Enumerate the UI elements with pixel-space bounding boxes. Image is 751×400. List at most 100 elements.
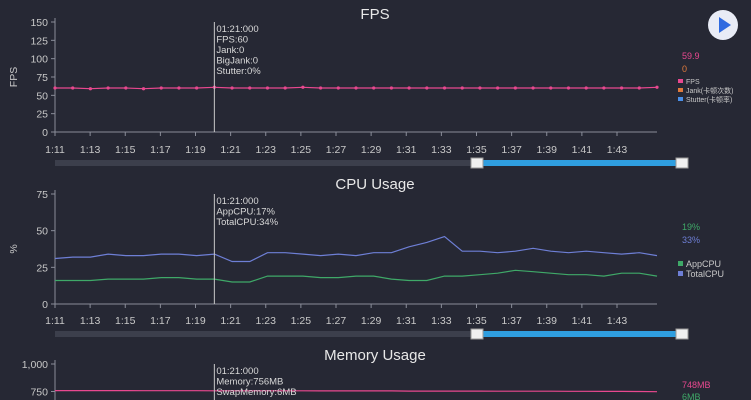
fps-point	[318, 86, 323, 90]
current-value-totalcpu: 33%	[682, 235, 700, 245]
time-slider-track	[55, 160, 672, 166]
fps-point	[566, 86, 571, 90]
fps-point	[248, 86, 252, 90]
play-icon	[719, 17, 731, 33]
x-tick-label: 1:43	[607, 144, 628, 156]
x-tick-label: 1:27	[326, 144, 347, 156]
x-tick-label: 1:17	[150, 144, 171, 156]
fps-point	[53, 86, 57, 90]
chart-title: CPU Usage	[335, 176, 414, 193]
time-slider-track	[55, 331, 672, 337]
fps-point	[478, 86, 482, 90]
tooltip-line: SwapMemory:6MB	[216, 387, 296, 398]
tooltip-line: FPS:60	[216, 35, 248, 46]
x-tick-label: 1:31	[396, 144, 417, 156]
x-tick-label: 1:27	[326, 315, 347, 327]
x-tick-label: 1:37	[501, 315, 522, 327]
fps-point	[195, 86, 199, 90]
tooltip-line: AppCPU:17%	[216, 207, 275, 218]
legend-swatch	[678, 79, 683, 83]
x-tick-label: 1:19	[185, 144, 206, 156]
fps-point	[619, 86, 624, 90]
y-tick-label: 25	[36, 262, 48, 274]
x-tick-label: 1:41	[572, 315, 593, 327]
fps-point	[301, 85, 305, 89]
time-slider-range	[478, 331, 683, 337]
tooltip-line: Memory:756MB	[216, 377, 283, 388]
legend-swatch	[678, 97, 683, 101]
x-tick-label: 1:17	[150, 315, 171, 327]
fps-point	[442, 86, 447, 90]
y-tick-label: 125	[30, 35, 48, 47]
fps-point	[106, 86, 110, 90]
legend-swatch	[678, 271, 683, 276]
tooltip-line: 01:21:000	[216, 366, 258, 377]
x-tick-label: 1:43	[607, 315, 628, 327]
fps-point	[177, 86, 181, 90]
tooltip-line: BigJank:0	[216, 56, 258, 67]
y-axis-label: %	[8, 244, 20, 253]
x-tick-label: 1:19	[185, 315, 206, 327]
current-value-jank: 0	[682, 64, 687, 74]
tooltip-line: 01:21:000	[216, 196, 258, 207]
time-slider-handle-left[interactable]	[470, 328, 484, 340]
fps-point	[71, 86, 75, 90]
tooltip-line: Jank:0	[216, 45, 244, 56]
tooltip-line: TotalCPU:34%	[216, 217, 278, 228]
x-tick-label: 1:25	[291, 315, 312, 327]
fps-point	[655, 85, 659, 89]
x-tick-label: 1:21	[220, 144, 241, 156]
fps-point	[336, 86, 340, 90]
x-tick-label: 1:23	[256, 315, 277, 327]
legend-swatch	[678, 88, 683, 92]
chart-title: Memory Usage	[324, 347, 426, 364]
x-tick-label: 1:11	[45, 315, 65, 327]
x-tick-label: 1:37	[501, 144, 522, 156]
fps-point	[637, 86, 641, 90]
tooltip-line: 01:21:000	[216, 24, 258, 35]
fps-point	[496, 86, 500, 90]
fps-point	[124, 86, 128, 90]
legend-label: Jank(卡顿次数)	[686, 86, 733, 95]
legend-swatch	[678, 261, 683, 266]
x-tick-label: 1:11	[45, 144, 65, 156]
y-tick-label: 50	[36, 226, 48, 238]
current-value-fps: 59.9	[682, 51, 700, 61]
time-slider-handle-right[interactable]	[675, 157, 689, 169]
fps-point	[460, 86, 464, 90]
x-tick-label: 1:23	[256, 144, 277, 156]
x-tick-label: 1:33	[431, 144, 452, 156]
fps-point	[513, 86, 517, 90]
fps-point	[425, 86, 429, 90]
y-tick-label: 25	[36, 109, 48, 121]
time-slider-handle-right[interactable]	[675, 328, 689, 340]
time-slider-handle-left[interactable]	[470, 157, 484, 169]
y-tick-label: 75	[36, 72, 48, 84]
y-tick-label: 100	[30, 54, 48, 66]
current-value-memory: 748MB	[682, 380, 711, 390]
legend-label: AppCPU	[686, 259, 721, 269]
play-button[interactable]	[708, 10, 738, 40]
x-tick-label: 1:33	[431, 315, 452, 327]
chart-title: FPS	[360, 6, 389, 23]
x-tick-label: 1:39	[537, 315, 558, 327]
x-tick-label: 1:29	[361, 315, 382, 327]
x-tick-label: 1:13	[80, 144, 101, 156]
y-axis-label: FPS	[8, 67, 20, 87]
fps-point	[407, 86, 411, 90]
x-tick-label: 1:39	[537, 144, 558, 156]
series-line-appcpu	[55, 269, 658, 283]
y-tick-label: 150	[30, 17, 48, 29]
legend-label: FPS	[686, 79, 700, 86]
y-tick-label: 75	[36, 189, 48, 201]
fps-point	[602, 86, 606, 90]
x-tick-label: 1:25	[291, 144, 312, 156]
y-tick-label: 1,000	[22, 359, 48, 371]
series-line-totalcpu	[54, 235, 658, 263]
fps-point	[283, 86, 287, 90]
current-value-swap: 6MB	[682, 392, 701, 400]
x-tick-label: 1:29	[361, 144, 382, 156]
fps-point	[88, 87, 93, 91]
y-tick-label: 50	[36, 90, 48, 102]
